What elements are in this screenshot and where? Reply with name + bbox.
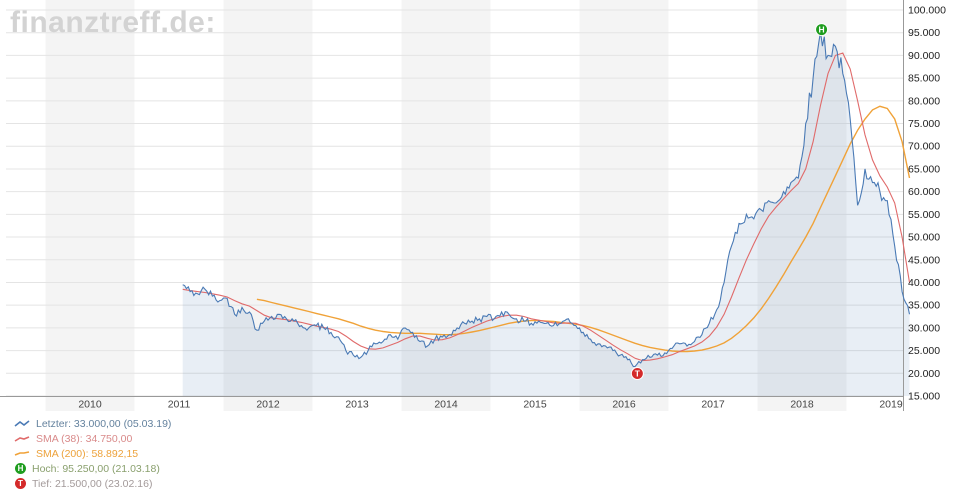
svg-text:70.000: 70.000 xyxy=(908,141,940,153)
legend-item-sma38: SMA (38): 34.750,00 xyxy=(14,431,171,446)
high-marker-icon: H xyxy=(15,463,26,474)
svg-text:2012: 2012 xyxy=(256,399,280,411)
svg-text:2014: 2014 xyxy=(434,399,458,411)
svg-text:40.000: 40.000 xyxy=(908,277,940,289)
svg-text:2019: 2019 xyxy=(879,399,903,411)
svg-text:2017: 2017 xyxy=(701,399,725,411)
svg-text:H: H xyxy=(819,25,825,35)
sma200-line-icon xyxy=(14,449,32,459)
svg-text:2018: 2018 xyxy=(790,399,814,411)
svg-text:2013: 2013 xyxy=(345,399,369,411)
legend-item-sma200: SMA (200): 58.892,15 xyxy=(14,446,171,461)
svg-text:100.000: 100.000 xyxy=(908,5,946,17)
chart-legend: Letzter: 33.000,00 (05.03.19) SMA (38): … xyxy=(14,416,171,491)
svg-text:20.000: 20.000 xyxy=(908,368,940,380)
svg-text:45.000: 45.000 xyxy=(908,254,940,266)
svg-text:60.000: 60.000 xyxy=(908,186,940,198)
svg-text:2011: 2011 xyxy=(168,399,191,411)
svg-text:35.000: 35.000 xyxy=(908,300,940,312)
legend-label-letzter: Letzter: 33.000,00 (05.03.19) xyxy=(36,417,172,430)
svg-text:2015: 2015 xyxy=(523,399,547,411)
legend-label-hoch: Hoch: 95.250,00 (21.03.18) xyxy=(32,462,160,475)
svg-text:50.000: 50.000 xyxy=(908,232,940,244)
svg-text:2016: 2016 xyxy=(612,399,636,411)
svg-text:80.000: 80.000 xyxy=(908,95,940,107)
letzter-line-icon xyxy=(14,419,32,429)
finanztreff-logo: finanztreff.de: xyxy=(10,6,216,39)
svg-text:85.000: 85.000 xyxy=(908,73,940,85)
svg-text:65.000: 65.000 xyxy=(908,163,940,175)
svg-text:75.000: 75.000 xyxy=(908,118,940,130)
low-marker-icon: T xyxy=(15,478,26,489)
svg-text:15.000: 15.000 xyxy=(908,391,940,403)
legend-label-sma38: SMA (38): 34.750,00 xyxy=(36,432,133,445)
svg-text:55.000: 55.000 xyxy=(908,209,940,221)
sma38-line-icon xyxy=(14,434,32,444)
legend-label-sma200: SMA (200): 58.892,15 xyxy=(36,447,139,460)
svg-text:95.000: 95.000 xyxy=(908,27,940,39)
svg-text:2010: 2010 xyxy=(78,399,102,411)
legend-item-letzter: Letzter: 33.000,00 (05.03.19) xyxy=(14,416,171,431)
legend-label-tief: Tief: 21.500,00 (23.02.16) xyxy=(32,477,153,490)
svg-text:25.000: 25.000 xyxy=(908,345,940,357)
price-chart-plot[interactable]: 100.000 95.000 90.000 85.000 80.000 75.000 70.… xyxy=(0,0,970,412)
chart-container: 100.000 95.000 90.000 85.000 80.000 75.000 70.… xyxy=(0,0,970,412)
legend-item-hoch: H Hoch: 95.250,00 (21.03.18) xyxy=(14,461,171,476)
svg-text:90.000: 90.000 xyxy=(908,50,940,62)
legend-item-tief: T Tief: 21.500,00 (23.02.16) xyxy=(14,476,171,491)
svg-text:30.000: 30.000 xyxy=(908,322,940,334)
svg-text:T: T xyxy=(635,368,641,378)
